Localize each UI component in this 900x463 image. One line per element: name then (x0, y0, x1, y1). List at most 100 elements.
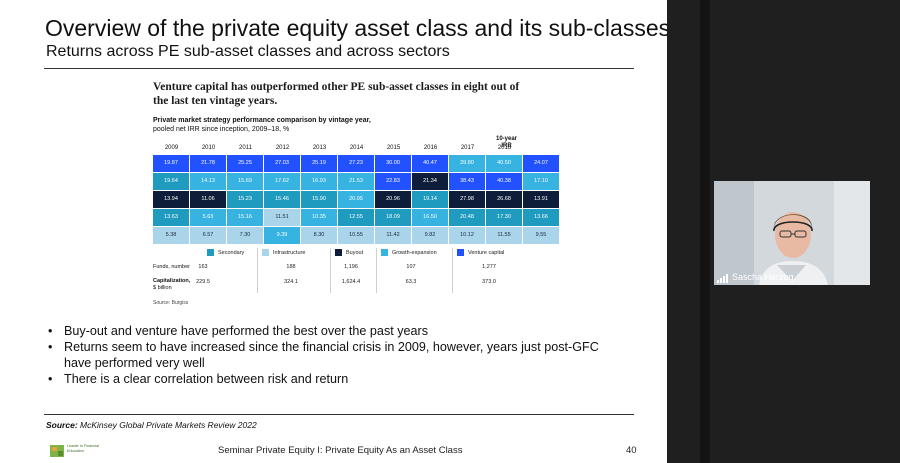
year-label: 2018 (497, 145, 512, 151)
legend-item: Buyout (335, 249, 363, 256)
funds-value: 1,196 (344, 264, 358, 270)
funds-value: 188 (286, 264, 296, 270)
irr-cell: 40.47 (412, 155, 448, 172)
year-label: 2013 (312, 145, 327, 151)
funds-value: 163 (198, 264, 208, 270)
irr-cell: 8.30 (301, 227, 337, 244)
participant-avatar (714, 181, 870, 285)
irr-cell: 16.50 (412, 209, 448, 226)
funds-value: 1,277 (482, 264, 496, 270)
irr-cell: 5.38 (153, 227, 189, 244)
irr-cell: 19.64 (153, 173, 189, 190)
irr-cell: 16.93 (301, 173, 337, 190)
chart-subtitle: pooled net IRR since inception, 2009–18,… (153, 126, 290, 133)
legend-item: Secondary (207, 249, 244, 256)
legend-item: Growth-expansion (381, 249, 437, 256)
legend-label: Buyout (346, 249, 364, 256)
irr-cell: 15.69 (227, 173, 263, 190)
irr-cell: 21.34 (412, 173, 448, 190)
irr-cell: 15.90 (301, 191, 337, 208)
funds-row-label: Funds, number (153, 264, 190, 270)
legend-swatch (262, 249, 269, 256)
cap-row-label: Capitalization, $ billion (153, 278, 191, 291)
year-label: 2012 (275, 145, 290, 151)
irr-cell: 11.55 (486, 227, 522, 244)
bullet-item: Buy-out and venture have performed the b… (46, 323, 626, 339)
signal-strength-icon (717, 273, 729, 283)
irr-cell: 9.39 (264, 227, 300, 244)
irr-cell: 13.63 (153, 209, 189, 226)
irr-cell: 11.06 (190, 191, 226, 208)
irr-cell: 11.42 (375, 227, 411, 244)
irr-cell: 21.78 (190, 155, 226, 172)
slide-title: Overview of the private equity asset cla… (45, 15, 667, 41)
irr-cell: 19.14 (412, 191, 448, 208)
irr-cell: 27.03 (264, 155, 300, 172)
irr-cell: 40.38 (486, 173, 522, 190)
capitalization-value: 229.5 (196, 279, 210, 285)
logo-mark-icon (50, 445, 64, 457)
participant-name: Sascha Herzog (732, 272, 794, 283)
page-number: 40 (626, 445, 637, 456)
slide-source: Source: McKinsey Global Private Markets … (46, 420, 257, 430)
legend-label: Venture capital (468, 249, 505, 256)
irr-cell: 19.87 (153, 155, 189, 172)
year-label: 2010 (201, 145, 216, 151)
capitalization-value: 324.1 (284, 279, 298, 285)
irr-cell: 10.12 (449, 227, 485, 244)
bullet-item: Returns seem to have increased since the… (46, 339, 626, 371)
legend-label: Growth-expansion (392, 249, 437, 256)
irr-cell: 25.25 (227, 155, 263, 172)
irr-10yr-cell: 17.10 (523, 173, 559, 190)
panel-divider[interactable] (700, 0, 710, 463)
legend-label: Secondary (218, 249, 245, 256)
bullet-item: There is a clear correlation between ris… (46, 371, 626, 387)
bullet-list: Buy-out and venture have performed the b… (46, 323, 626, 387)
legend-swatch (381, 249, 388, 256)
irr-cell: 5.63 (190, 209, 226, 226)
irr-cell: 7.30 (227, 227, 263, 244)
irr-10yr-cell: 13.66 (523, 209, 559, 226)
irr-column-header: 10-year IRR (495, 136, 518, 149)
irr-10yr-cell: 9.55 (523, 227, 559, 244)
legend-separator (257, 248, 258, 293)
irr-cell: 14.13 (190, 173, 226, 190)
legend-separator (452, 248, 453, 293)
participant-video-tile[interactable]: Sascha Herzog (714, 181, 870, 285)
irr-cell: 26.68 (486, 191, 522, 208)
irr-cell: 20.48 (449, 209, 485, 226)
irr-cell: 25.19 (301, 155, 337, 172)
legend-item: Infrastructure (262, 249, 305, 256)
irr-cell: 39.80 (449, 155, 485, 172)
irr-cell: 12.55 (338, 209, 374, 226)
irr-cell: 20.95 (338, 191, 374, 208)
irr-cell: 15.23 (227, 191, 263, 208)
footer-rule (44, 414, 634, 415)
irr-10yr-cell: 24.07 (523, 155, 559, 172)
irr-cell: 17.62 (264, 173, 300, 190)
irr-cell: 6.57 (190, 227, 226, 244)
capitalization-value: 1,624.4 (341, 279, 361, 285)
participant-name-tag: Sascha Herzog (717, 272, 794, 283)
legend-label: Infrastructure (273, 249, 306, 256)
legend-item: Venture capital (457, 249, 504, 256)
slide-footer: Seminar Private Equity I: Private Equity… (218, 445, 463, 456)
year-label: 2011 (239, 145, 252, 151)
irr-cell: 40.50 (486, 155, 522, 172)
irr-cell: 11.51 (264, 209, 300, 226)
irr-cell: 22.83 (375, 173, 411, 190)
legend-swatch (207, 249, 214, 256)
irr-cell: 9.82 (412, 227, 448, 244)
capitalization-value: 373.0 (482, 279, 496, 285)
legend-swatch (457, 249, 464, 256)
presentation-slide: Overview of the private equity asset cla… (0, 0, 667, 463)
funds-value: 107 (406, 264, 416, 270)
legend-swatch (335, 249, 342, 256)
slide-subtitle: Returns across PE sub-asset classes and … (46, 43, 450, 60)
year-label: 2009 (164, 145, 179, 151)
irr-cell: 27.23 (338, 155, 374, 172)
year-label: 2015 (386, 145, 401, 151)
institution-logo: Leader in Financial Education (49, 441, 109, 459)
irr-cell: 21.53 (338, 173, 374, 190)
title-rule (44, 68, 634, 69)
